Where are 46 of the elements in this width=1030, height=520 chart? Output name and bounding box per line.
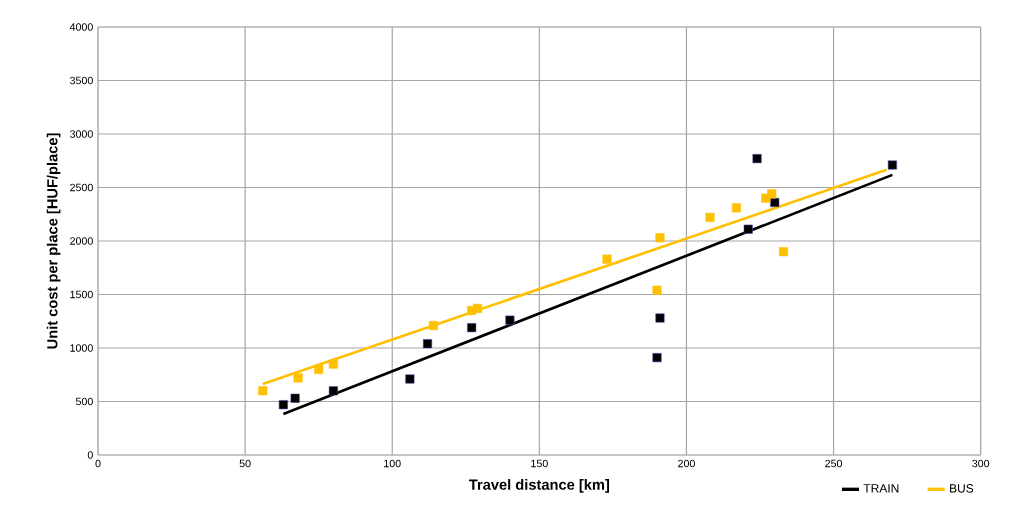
point: [887, 160, 897, 170]
y-tick-label: 1000: [70, 344, 93, 352]
point: [290, 393, 300, 403]
point: [652, 285, 662, 295]
y-tick-label: 2500: [70, 183, 93, 192]
point: [423, 339, 433, 349]
point: [655, 313, 665, 323]
point: [743, 224, 753, 234]
x-tick-label: 200: [678, 459, 695, 468]
point: [314, 364, 324, 374]
point: [731, 203, 741, 213]
x-axis-title: Travel distance [km]: [469, 479, 609, 493]
x-tick-label: 100: [384, 459, 401, 468]
y-tick-label: 2000: [70, 237, 93, 245]
legend-label: TRAIN: [863, 484, 899, 493]
point: [428, 320, 438, 331]
point: [779, 247, 789, 257]
point: [328, 386, 338, 396]
y-tick-label: 4000: [69, 23, 93, 31]
point: [505, 315, 515, 325]
point: [752, 154, 762, 164]
y-tick-label: 3500: [69, 76, 93, 85]
x-tick-label: 0: [95, 459, 101, 468]
point: [467, 323, 477, 333]
legend-label: BUS: [950, 484, 974, 493]
point: [770, 197, 780, 208]
point: [767, 189, 777, 199]
x-tick-label: 250: [825, 459, 843, 468]
point: [258, 386, 268, 396]
point: [655, 233, 665, 243]
point: [473, 303, 483, 313]
x-tick-label: 150: [531, 459, 548, 468]
point: [652, 353, 662, 363]
x-tick-label: 50: [239, 459, 251, 468]
point: [293, 373, 303, 383]
x-tick-label: 300: [972, 459, 990, 468]
point: [278, 400, 288, 410]
y-tick-label: 3000: [69, 130, 93, 138]
y-tick-label: 0: [87, 451, 93, 459]
point: [705, 212, 715, 222]
point: [405, 374, 415, 384]
y-axis-title: Unit cost per place [HUF/place]: [46, 133, 61, 349]
y-tick-label: 500: [75, 397, 93, 406]
y-tick-label: 1500: [70, 290, 93, 299]
point: [602, 254, 612, 264]
point: [328, 359, 338, 369]
